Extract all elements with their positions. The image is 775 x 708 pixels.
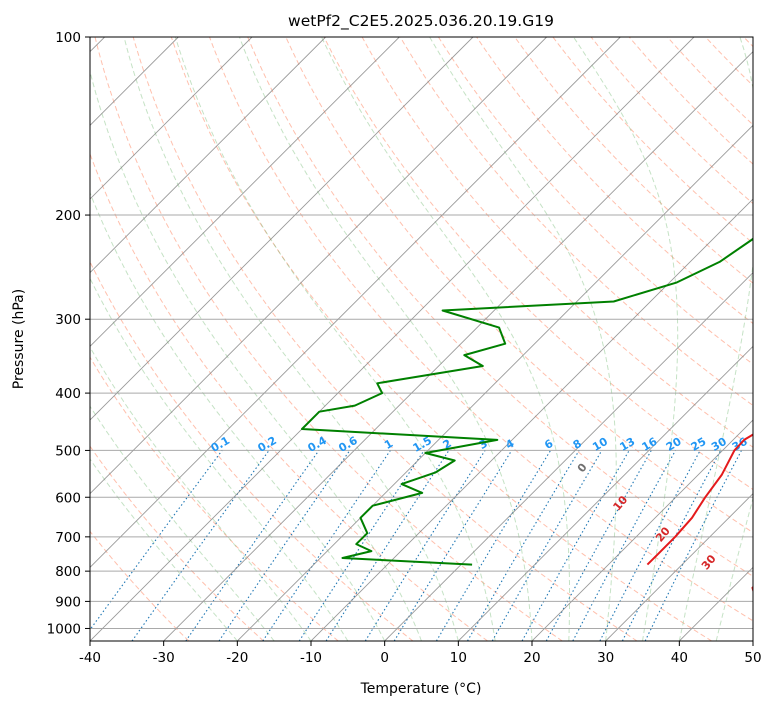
chart-title: wetPf2_C2E5.2025.036.20.19.G19	[288, 12, 554, 31]
y-tick-label: 400	[55, 386, 81, 402]
x-tick-label: 0	[380, 650, 389, 666]
dry-adiabat-line	[552, 37, 753, 244]
moist-adiabat-line	[238, 37, 533, 641]
mixing-ratio-line	[90, 450, 223, 631]
isotherm-line	[90, 37, 547, 495]
dry-adiabat-line	[90, 260, 414, 641]
moist-adiabat-line	[90, 191, 386, 641]
y-tick-label: 800	[55, 564, 81, 580]
x-tick-label: 50	[744, 650, 761, 666]
axis-ticks: -40 -30 -20 -10 0 10 20 30 40 50 100 200 300 400 500 60…	[47, 30, 762, 666]
dry-adiabat-line	[170, 37, 712, 641]
mixing-ratio-line	[325, 450, 450, 641]
dry-adiabat-line	[132, 37, 638, 641]
isotherm-line	[605, 493, 753, 641]
dry-adiabat-line	[285, 37, 753, 534]
mixing-ratio-line	[521, 450, 630, 641]
isotherm-line	[90, 37, 400, 347]
dry-adiabat-line	[399, 37, 753, 407]
mixing-ratio-line	[218, 450, 351, 641]
moist-adiabat-line	[678, 37, 753, 641]
isotherm-line	[237, 124, 753, 641]
x-tick-label: 30	[597, 650, 614, 666]
x-tick-label: -10	[300, 650, 322, 666]
dry-adiabat-line	[90, 152, 488, 641]
moist-adiabat-line	[715, 496, 753, 641]
dry-adiabat-line	[247, 37, 753, 577]
isotherm-line	[90, 37, 253, 200]
mixing-ratio-line	[572, 450, 676, 641]
mixing-ratio-line	[621, 450, 722, 641]
y-tick-label: 300	[55, 312, 81, 328]
dry-adiabat-line	[323, 37, 753, 491]
moist-adiabat-line	[90, 405, 275, 641]
y-tick-label: 900	[55, 594, 81, 610]
x-tick-label: -20	[226, 650, 248, 666]
x-axis-label: Temperature (°C)	[360, 681, 482, 697]
plot-area: -100-90-80-70-60-50-40-30-20-100.10.20.4…	[90, 37, 768, 641]
isotherm-line	[163, 51, 753, 641]
isotherm-line	[310, 198, 753, 641]
isotherm-line	[90, 37, 695, 641]
y-tick-label: 200	[55, 208, 81, 224]
plot-frame	[89, 36, 754, 642]
dry-adiabat-line	[590, 37, 753, 205]
mixing-ratio-line	[545, 450, 652, 641]
x-tick-label: 20	[523, 650, 540, 666]
y-tick-label: 500	[55, 443, 81, 459]
dry-adiabat-line	[476, 37, 753, 325]
y-tick-label: 100	[55, 30, 81, 46]
x-tick-label: -30	[153, 650, 175, 666]
isotherm-line	[384, 272, 753, 641]
y-axis-label: Pressure (hPa)	[11, 289, 27, 389]
dewpoint-profile-line	[301, 237, 753, 566]
dry-adiabat-line	[90, 356, 339, 641]
temperature-profile-line	[646, 433, 753, 566]
dry-adiabat-line	[209, 37, 753, 622]
moist-adiabat-line	[174, 37, 496, 641]
isotherm-line	[531, 419, 753, 641]
mixing-ratio-line	[185, 450, 320, 641]
mixing-ratio-line	[262, 450, 391, 641]
x-tick-label: -40	[79, 650, 101, 666]
mixing-ratio-line	[393, 450, 513, 641]
x-tick-label: 10	[450, 650, 467, 666]
moist-adiabat-line	[429, 37, 617, 641]
dry-adiabat-line	[94, 37, 563, 641]
y-tick-label: 600	[55, 490, 81, 506]
mixing-ratio-line	[298, 450, 425, 641]
isotherm-line	[90, 37, 326, 274]
y-tick-label: 1000	[47, 621, 81, 637]
moist-adiabat-line	[123, 37, 459, 641]
moist-adiabat-line	[90, 277, 349, 641]
isotherm-line	[90, 37, 474, 421]
dry-adiabat-line	[437, 37, 753, 365]
moist-adiabat-line	[90, 458, 238, 641]
mixing-ratio-line	[644, 450, 742, 641]
dry-adiabat-line	[90, 530, 190, 641]
moist-adiabat-line	[90, 69, 422, 641]
moist-adiabat-label: 40	[748, 577, 768, 597]
moist-adiabat-line	[321, 37, 571, 641]
isotherm-line	[90, 37, 621, 568]
y-tick-label: 700	[55, 530, 81, 546]
x-tick-label: 40	[671, 650, 688, 666]
moist-adiabat-line	[573, 37, 679, 641]
isotherm-line	[458, 345, 753, 641]
